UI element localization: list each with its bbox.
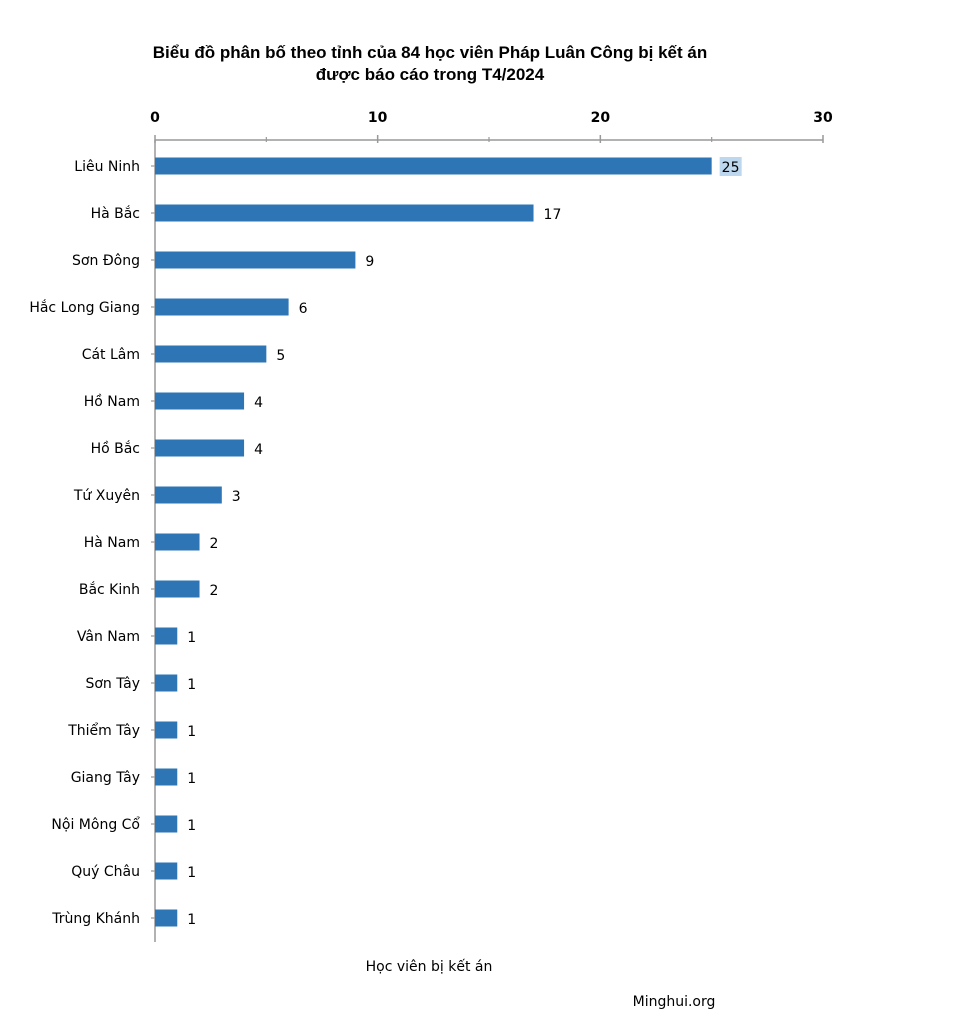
category-label: Vân Nam <box>77 629 140 645</box>
chart-title-line-1: Biểu đồ phân bố theo tỉnh của 84 học viê… <box>152 43 708 62</box>
bar <box>155 627 178 645</box>
chart-title-line-2: được báo cáo trong T4/2024 <box>315 65 545 84</box>
bar <box>155 298 289 316</box>
bar <box>155 674 178 692</box>
category-label: Liêu Ninh <box>74 159 140 175</box>
bar <box>155 533 200 551</box>
bar <box>155 157 712 175</box>
bar <box>155 909 178 927</box>
category-label: Hắc Long Giang <box>29 299 140 316</box>
value-label: 4 <box>254 442 263 458</box>
x-tick-label: 0 <box>150 110 160 126</box>
category-labels: Liêu Ninh Hà Bắc Sơn Đông Hắc Long Giang Cát… <box>29 159 140 927</box>
category-label: Quý Châu <box>71 864 140 880</box>
category-label: Thiểm Tây <box>67 722 140 739</box>
bar <box>155 862 178 880</box>
category-label: Giang Tây <box>71 770 140 786</box>
value-label: 17 <box>544 207 562 223</box>
value-label-highlight <box>719 157 742 176</box>
category-label: Sơn Đông <box>72 253 140 269</box>
value-label: 4 <box>254 395 263 411</box>
bar <box>155 345 267 363</box>
value-label: 6 <box>299 301 308 317</box>
value-label: 1 <box>187 865 196 881</box>
bar <box>155 815 178 833</box>
value-label: 1 <box>187 912 196 928</box>
category-label: Bắc Kinh <box>79 581 140 598</box>
value-label: 2 <box>210 583 219 599</box>
x-axis-title: Học viên bị kết án <box>366 958 493 975</box>
x-tick-label: 30 <box>813 110 833 126</box>
bar <box>155 204 534 222</box>
source-label: Minghui.org <box>633 994 716 1010</box>
category-label: Trùng Khánh <box>51 911 140 927</box>
category-label: Hồ Bắc <box>91 440 140 457</box>
value-label: 1 <box>187 630 196 646</box>
category-label: Hồ Nam <box>84 393 140 410</box>
bar <box>155 721 178 739</box>
bar <box>155 251 356 269</box>
value-label: 1 <box>187 771 196 787</box>
value-label: 2 <box>210 536 219 552</box>
value-label: 5 <box>276 348 285 364</box>
chart-title: Biểu đồ phân bố theo tỉnh của 84 học viê… <box>0 42 860 86</box>
category-label: Cát Lâm <box>82 347 140 363</box>
category-label: Tứ Xuyên <box>73 488 140 504</box>
bars <box>155 157 712 927</box>
category-label: Nội Mông Cổ <box>51 816 140 833</box>
value-label: 3 <box>232 489 241 505</box>
value-label: 1 <box>187 818 196 834</box>
value-label: 1 <box>187 724 196 740</box>
x-tick-label: 10 <box>368 110 388 126</box>
bar <box>155 580 200 598</box>
bar <box>155 439 245 457</box>
category-label: Hà Nam <box>84 535 140 551</box>
category-label: Hà Bắc <box>91 205 140 222</box>
bar <box>155 768 178 786</box>
value-label: 25 <box>722 160 740 176</box>
x-tick-label: 20 <box>591 110 611 126</box>
x-axis: 0 10 20 30 <box>150 110 833 942</box>
bar <box>155 486 222 504</box>
value-labels: 25 17 9 6 5 4 4 3 2 2 1 1 1 1 1 1 1 <box>187 157 742 928</box>
value-label: 1 <box>187 677 196 693</box>
bar <box>155 392 245 410</box>
value-label: 9 <box>365 254 374 270</box>
category-label: Sơn Tây <box>85 676 140 692</box>
